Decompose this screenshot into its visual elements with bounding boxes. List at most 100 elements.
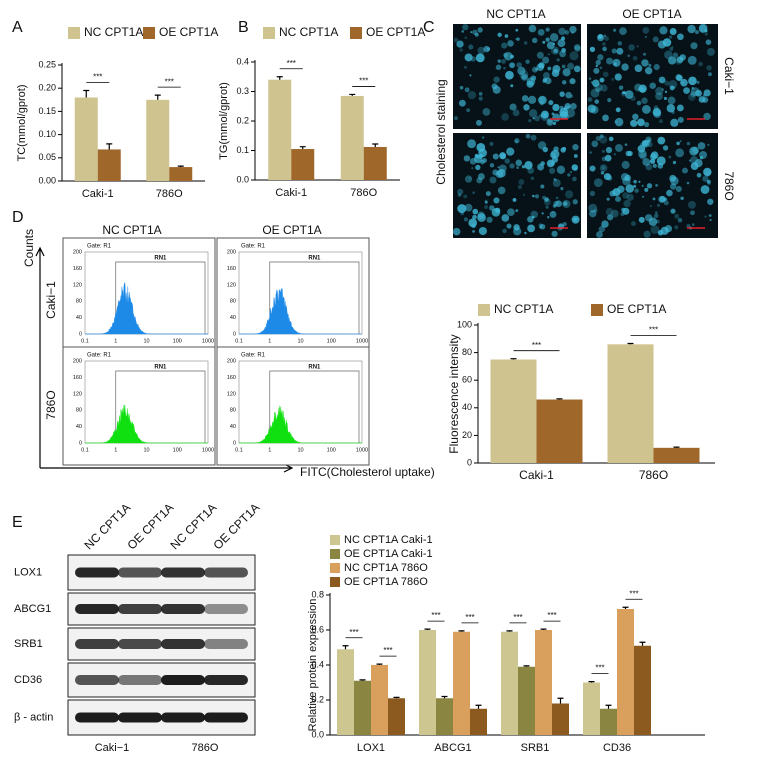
cell-signal xyxy=(464,203,473,212)
cell-signal xyxy=(573,65,581,73)
cell-signal xyxy=(601,165,606,170)
cell-signal xyxy=(547,216,550,219)
cell-signal xyxy=(698,96,706,103)
x-tick-label: 1 xyxy=(114,338,117,344)
cell-signal xyxy=(670,118,679,127)
cell-signal xyxy=(569,78,576,85)
cell-signal xyxy=(691,223,695,226)
x-tick-label: 10 xyxy=(297,338,303,344)
cell-signal xyxy=(457,204,467,214)
cell-signal xyxy=(709,218,712,222)
cell-signal xyxy=(592,79,600,87)
cell-signal xyxy=(625,184,635,193)
cell-signal xyxy=(642,158,651,166)
region-label: RN1 xyxy=(154,256,167,262)
cell-signal xyxy=(644,121,650,128)
cell-signal xyxy=(463,155,471,162)
cell-signal xyxy=(599,134,604,139)
cell-signal xyxy=(550,150,560,159)
cell-signal xyxy=(593,178,603,188)
cell-signal xyxy=(542,195,546,200)
cell-signal xyxy=(497,186,506,195)
cell-signal xyxy=(677,116,684,123)
cell-signal xyxy=(682,167,688,174)
cell-signal xyxy=(536,51,544,59)
cell-signal xyxy=(595,59,601,66)
gate-label: Gate: R1 xyxy=(241,353,266,359)
cell-signal xyxy=(696,80,700,84)
x-tick-label: 1000 xyxy=(202,447,214,453)
legend-swatch xyxy=(263,27,275,39)
cell-signal xyxy=(642,195,645,198)
cell-signal xyxy=(561,64,566,69)
x-tick-label: 0.1 xyxy=(81,338,89,344)
cell-signal xyxy=(517,66,526,75)
x-tick-label: 10 xyxy=(143,338,149,344)
cell-signal xyxy=(552,113,561,122)
cell-signal xyxy=(692,146,700,154)
cell-signal xyxy=(689,146,699,156)
axis-arrow xyxy=(35,246,45,468)
region-label: RN1 xyxy=(154,365,167,371)
cell-signal xyxy=(507,40,514,47)
cell-signal xyxy=(641,59,649,67)
cell-signal xyxy=(694,159,703,168)
cell-signal xyxy=(688,76,697,86)
y-tick-label: 40 xyxy=(230,424,236,430)
cell-signal xyxy=(551,156,559,163)
cell-signal xyxy=(707,198,714,205)
cell-signal xyxy=(595,135,601,141)
cell-signal xyxy=(589,190,596,197)
cell-signal xyxy=(621,207,626,212)
cell-signal xyxy=(559,105,564,110)
cell-signal xyxy=(510,54,514,59)
cell-signal xyxy=(475,119,482,126)
y-tick-label: 40 xyxy=(462,402,472,412)
cell-signal xyxy=(644,187,649,192)
bar xyxy=(340,95,364,180)
cell-signal xyxy=(604,36,609,42)
cell-signal xyxy=(551,69,560,78)
region-label: RN1 xyxy=(308,365,321,371)
cell-signal xyxy=(658,76,666,84)
x-tick-label: 100 xyxy=(327,338,336,344)
cell-signal xyxy=(509,103,517,111)
cell-signal xyxy=(655,87,664,96)
error-bar xyxy=(639,641,646,646)
cell-signal xyxy=(602,71,609,78)
cell-signal xyxy=(501,214,510,222)
y-tick-label: 0 xyxy=(79,440,82,446)
cell-signal xyxy=(641,104,651,114)
cell-signal xyxy=(666,104,675,113)
cell-signal xyxy=(690,42,698,50)
cell-signal xyxy=(478,148,487,158)
y-axis-label: TG(mmol/gprot) xyxy=(218,82,230,160)
gate-region xyxy=(115,370,206,443)
cell-signal xyxy=(481,136,485,139)
histogram xyxy=(239,288,362,335)
cell-signal xyxy=(515,140,518,143)
cell-signal xyxy=(656,203,661,207)
cell-signal xyxy=(589,151,592,154)
cell-signal xyxy=(501,58,506,64)
error-bar xyxy=(106,143,113,150)
cell-signal xyxy=(638,84,647,93)
row-label: 786O xyxy=(44,390,58,419)
y-tick-label: 40 xyxy=(76,424,82,430)
bar xyxy=(436,698,453,735)
cell-signal xyxy=(669,85,675,91)
cell-signal xyxy=(540,112,549,121)
histogram-frame xyxy=(62,346,216,466)
cell-signal xyxy=(517,185,522,190)
bar xyxy=(536,399,583,463)
cell-signal xyxy=(530,176,535,180)
cell-signal xyxy=(702,175,709,182)
cell-signal xyxy=(570,102,577,110)
cell-signal xyxy=(638,216,645,223)
legend-swatch xyxy=(143,27,155,39)
significance-label: *** xyxy=(349,628,358,637)
gate-label: Gate: R1 xyxy=(241,244,266,250)
blot-band xyxy=(161,604,205,614)
cell-signal xyxy=(542,146,549,153)
y-tick-label: 0.6 xyxy=(311,624,324,634)
